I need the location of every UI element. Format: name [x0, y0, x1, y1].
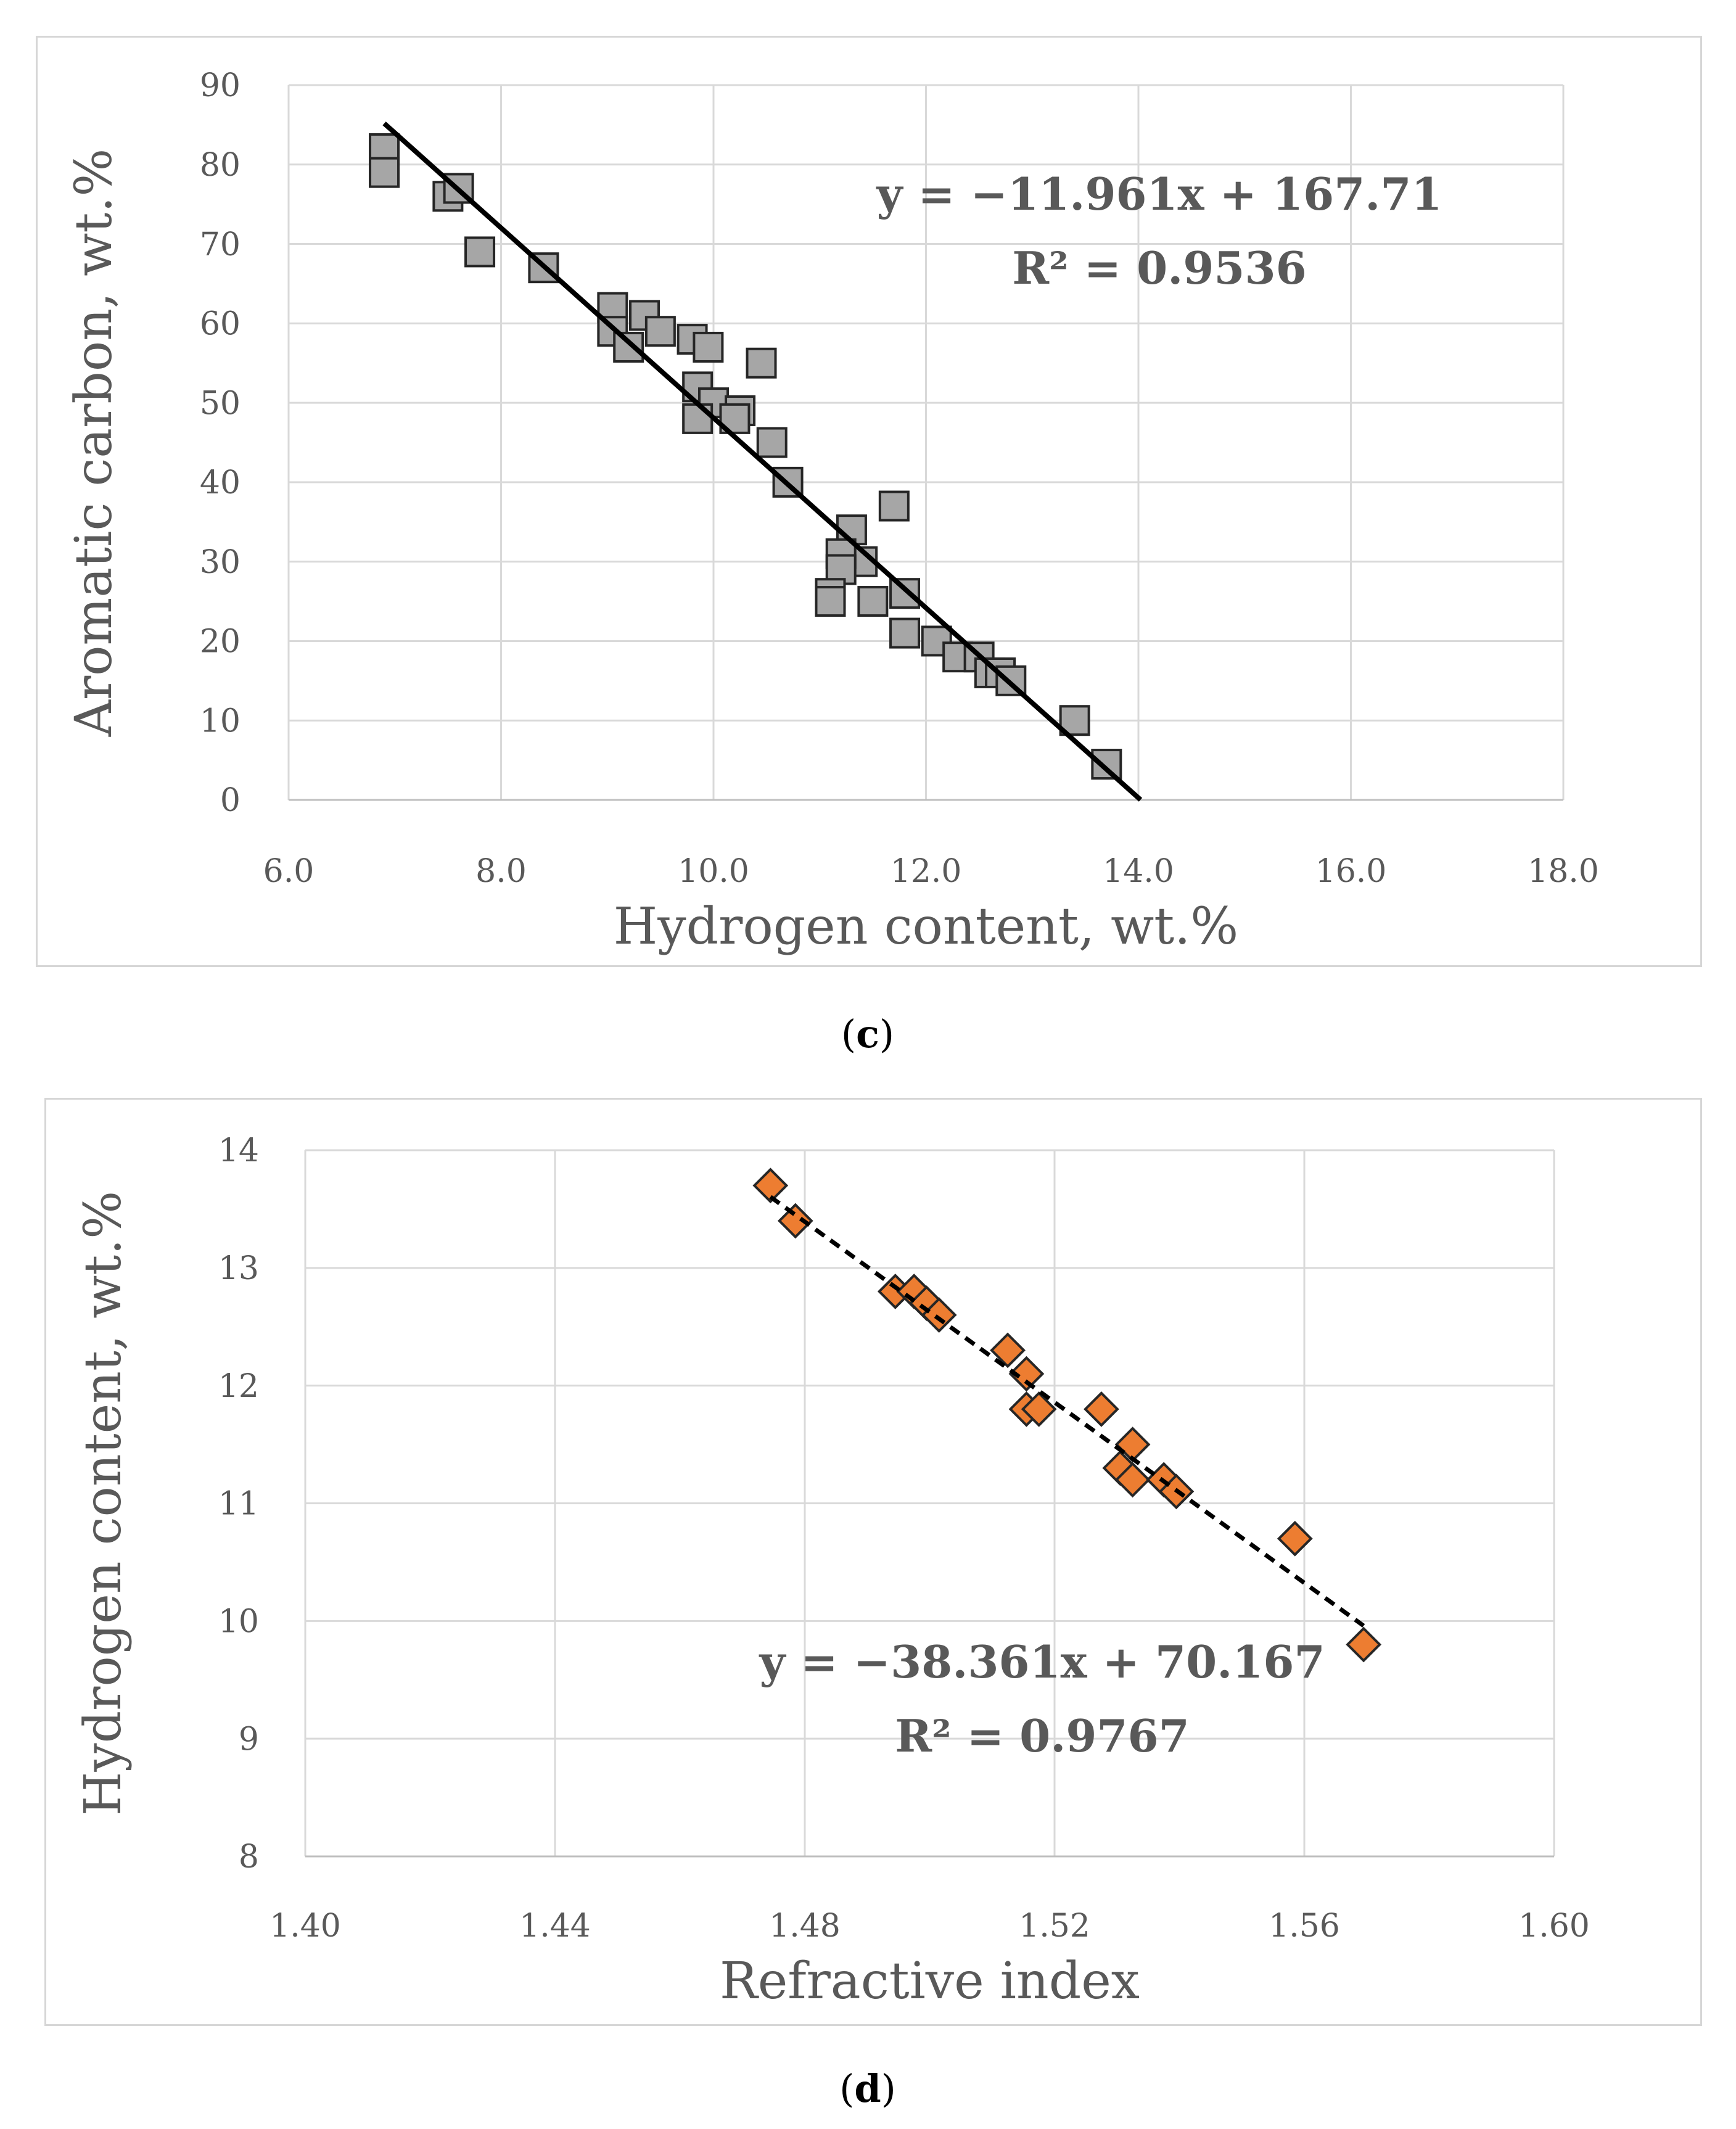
- caption-c: (c): [841, 1011, 895, 1056]
- panel-d-frame: [44, 1098, 1702, 2026]
- caption-d: (d): [839, 2066, 896, 2111]
- caption-d-letter: d: [854, 2066, 881, 2111]
- caption-c-letter: c: [856, 1011, 879, 1056]
- panel-c-frame: [36, 36, 1702, 967]
